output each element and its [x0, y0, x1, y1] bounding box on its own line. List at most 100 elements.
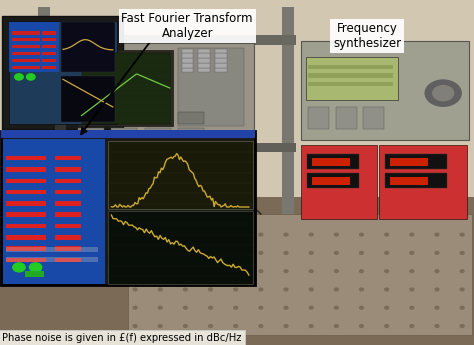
FancyBboxPatch shape [55, 190, 81, 194]
FancyBboxPatch shape [0, 0, 474, 200]
Circle shape [435, 233, 439, 236]
Circle shape [360, 325, 364, 327]
Circle shape [410, 252, 414, 254]
FancyBboxPatch shape [301, 41, 469, 140]
FancyBboxPatch shape [12, 38, 40, 41]
FancyBboxPatch shape [336, 107, 357, 129]
Circle shape [335, 288, 338, 291]
FancyBboxPatch shape [12, 66, 40, 69]
Circle shape [310, 325, 313, 327]
Circle shape [360, 270, 364, 273]
Circle shape [234, 233, 237, 236]
FancyBboxPatch shape [82, 53, 170, 124]
FancyBboxPatch shape [42, 45, 56, 48]
FancyBboxPatch shape [308, 82, 393, 86]
Circle shape [183, 288, 187, 291]
FancyBboxPatch shape [6, 257, 98, 262]
FancyBboxPatch shape [198, 63, 210, 68]
FancyBboxPatch shape [12, 45, 40, 48]
Circle shape [385, 233, 389, 236]
Circle shape [158, 325, 162, 327]
FancyBboxPatch shape [390, 158, 428, 166]
FancyBboxPatch shape [307, 154, 359, 169]
Circle shape [183, 325, 187, 327]
FancyBboxPatch shape [178, 112, 204, 124]
FancyBboxPatch shape [12, 52, 40, 55]
Circle shape [133, 252, 137, 254]
FancyBboxPatch shape [55, 213, 81, 217]
Circle shape [284, 306, 288, 309]
Circle shape [259, 233, 263, 236]
FancyBboxPatch shape [379, 145, 467, 219]
Circle shape [209, 252, 212, 254]
Circle shape [410, 233, 414, 236]
Text: Frequency
synthesizer: Frequency synthesizer [333, 22, 401, 50]
Circle shape [158, 306, 162, 309]
FancyBboxPatch shape [6, 258, 46, 262]
Circle shape [460, 233, 464, 236]
FancyBboxPatch shape [145, 128, 171, 145]
FancyBboxPatch shape [6, 247, 98, 252]
FancyBboxPatch shape [108, 141, 253, 209]
FancyBboxPatch shape [182, 58, 193, 63]
Circle shape [183, 306, 187, 309]
Circle shape [234, 252, 237, 254]
FancyBboxPatch shape [198, 53, 210, 58]
FancyBboxPatch shape [55, 179, 81, 183]
Circle shape [133, 306, 137, 309]
Circle shape [410, 288, 414, 291]
FancyBboxPatch shape [215, 58, 227, 63]
FancyBboxPatch shape [301, 145, 377, 219]
Circle shape [209, 325, 212, 327]
FancyBboxPatch shape [42, 66, 56, 69]
Circle shape [209, 306, 212, 309]
Circle shape [284, 325, 288, 327]
FancyBboxPatch shape [6, 246, 46, 251]
FancyBboxPatch shape [6, 190, 46, 194]
Circle shape [259, 288, 263, 291]
Circle shape [234, 306, 237, 309]
Circle shape [133, 270, 137, 273]
FancyBboxPatch shape [38, 34, 296, 45]
Circle shape [435, 325, 439, 327]
FancyBboxPatch shape [215, 68, 227, 72]
FancyBboxPatch shape [385, 154, 447, 169]
Circle shape [183, 252, 187, 254]
FancyBboxPatch shape [308, 73, 393, 78]
Circle shape [360, 288, 364, 291]
Circle shape [234, 288, 237, 291]
FancyBboxPatch shape [42, 59, 56, 62]
FancyBboxPatch shape [312, 158, 350, 166]
Circle shape [385, 306, 389, 309]
FancyBboxPatch shape [215, 53, 227, 58]
Circle shape [385, 270, 389, 273]
Circle shape [310, 252, 313, 254]
Circle shape [209, 270, 212, 273]
Text: Fast Fourier Transform
Analyzer: Fast Fourier Transform Analyzer [121, 12, 253, 40]
FancyBboxPatch shape [9, 21, 117, 124]
FancyBboxPatch shape [6, 179, 46, 183]
Circle shape [158, 233, 162, 236]
Circle shape [410, 325, 414, 327]
FancyBboxPatch shape [182, 63, 193, 68]
Circle shape [335, 270, 338, 273]
Circle shape [433, 86, 454, 101]
Circle shape [15, 74, 23, 80]
FancyBboxPatch shape [282, 7, 294, 276]
FancyBboxPatch shape [306, 57, 398, 100]
Circle shape [435, 270, 439, 273]
Circle shape [385, 252, 389, 254]
FancyBboxPatch shape [307, 172, 359, 188]
FancyBboxPatch shape [6, 201, 46, 206]
FancyBboxPatch shape [6, 224, 46, 228]
FancyBboxPatch shape [1, 130, 255, 138]
FancyBboxPatch shape [6, 167, 46, 172]
FancyBboxPatch shape [78, 50, 173, 126]
FancyBboxPatch shape [390, 177, 428, 185]
Circle shape [183, 270, 187, 273]
FancyBboxPatch shape [182, 49, 193, 53]
Circle shape [335, 233, 338, 236]
FancyBboxPatch shape [182, 68, 193, 72]
Circle shape [29, 263, 42, 272]
Circle shape [360, 233, 364, 236]
